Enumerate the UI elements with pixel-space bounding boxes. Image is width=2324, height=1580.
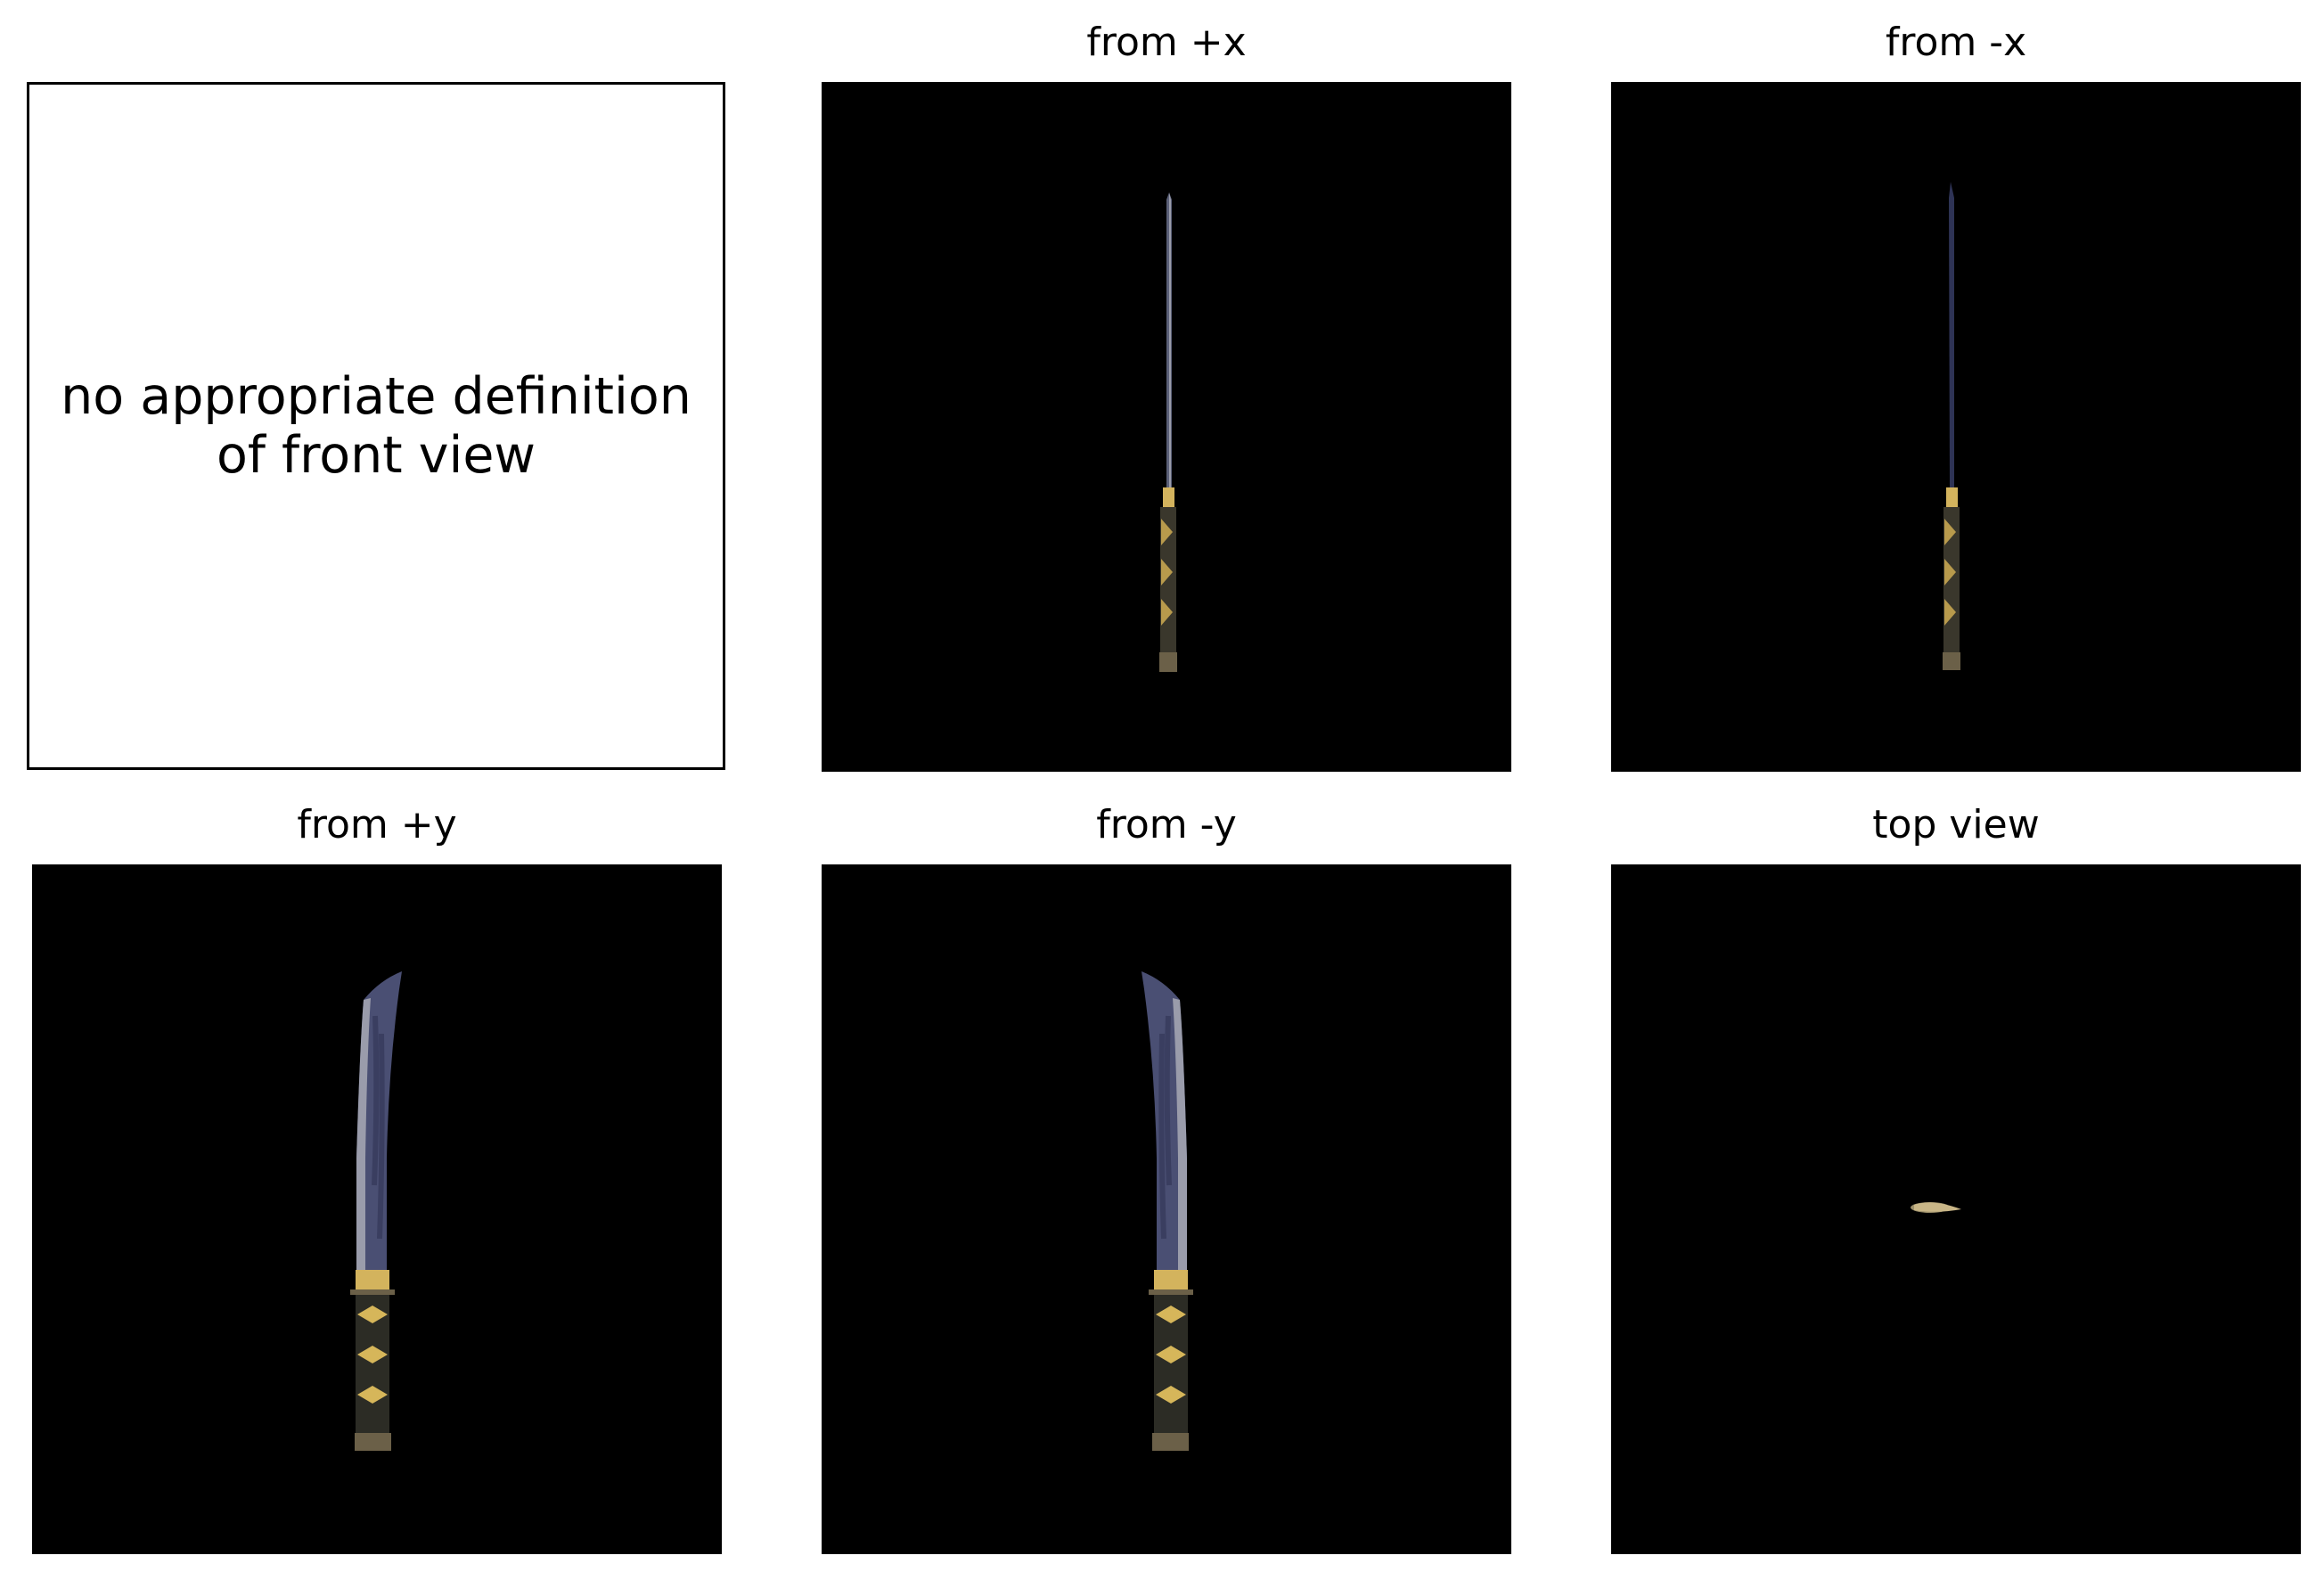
sword-side-view-minus-y bbox=[1142, 971, 1193, 1451]
front-view-message-line2: of front view bbox=[216, 426, 536, 485]
sword-edge-view-minus-x bbox=[1943, 182, 1960, 670]
panel-from-plus-x bbox=[822, 82, 1511, 772]
front-view-panel: no appropriate definition of front view bbox=[27, 82, 725, 770]
panel-title-from-plus-y: from +y bbox=[297, 802, 457, 847]
panel-from-plus-y bbox=[32, 864, 722, 1554]
panel-from-minus-x bbox=[1611, 82, 2301, 772]
panel-title-from-minus-x: from -x bbox=[1885, 20, 2027, 65]
front-view-message: no appropriate definition of front view bbox=[46, 367, 706, 485]
panel-title-top-view: top view bbox=[1872, 802, 2040, 847]
panel-from-minus-y bbox=[822, 864, 1511, 1554]
panel-top-view bbox=[1611, 864, 2301, 1554]
panel-title-from-minus-y: from -y bbox=[1096, 802, 1237, 847]
sword-edge-view-plus-x bbox=[1159, 192, 1177, 672]
sword-side-view-plus-y bbox=[350, 971, 402, 1451]
sword-top-view bbox=[1911, 1202, 1961, 1213]
front-view-message-line1: no appropriate definition bbox=[61, 367, 691, 426]
panel-title-from-plus-x: from +x bbox=[1086, 20, 1247, 65]
